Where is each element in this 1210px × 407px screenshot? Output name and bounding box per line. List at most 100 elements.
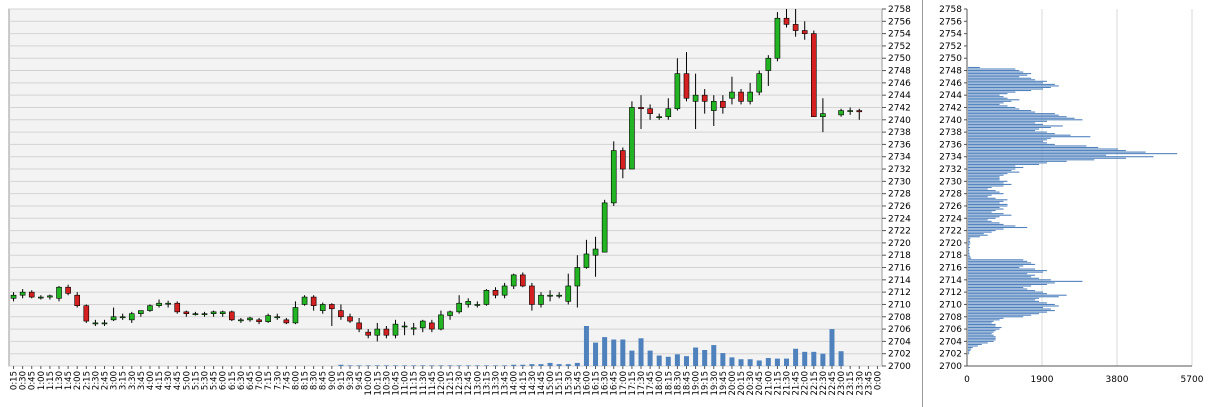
y-tick-label: 2728 — [888, 190, 911, 200]
candle-down — [638, 107, 644, 110]
volume-bar — [665, 356, 671, 366]
profile-bar — [968, 239, 970, 241]
candle-up — [374, 328, 381, 336]
y-tick-label: 2708 — [939, 313, 962, 323]
profile-bar — [968, 266, 1020, 269]
profile-bar — [968, 246, 970, 249]
y-tick-label: 2752 — [939, 42, 962, 52]
volume-bar — [774, 358, 780, 366]
x-tick-label: 19:30 — [710, 371, 720, 396]
profile-bar — [968, 199, 1008, 201]
profile-bar — [968, 194, 992, 196]
x-tick-label: 0:45 — [28, 371, 38, 390]
volume-bar — [593, 342, 599, 366]
x-tick-label: 3:45 — [137, 371, 147, 390]
x-tick-label: 9:45 — [355, 371, 365, 390]
volume-bar — [602, 337, 608, 366]
candle-up — [838, 110, 844, 116]
profile-bar — [968, 243, 970, 245]
candle-up — [219, 311, 226, 314]
profile-bar — [968, 314, 1032, 316]
candle-down — [792, 24, 799, 31]
candle-down — [28, 291, 35, 298]
x-tick-label: 5:00 — [182, 371, 192, 390]
x-tick-label: 17:45 — [646, 371, 656, 396]
candle-down — [256, 319, 262, 322]
candle-down — [529, 285, 535, 305]
profile-bar — [968, 286, 1024, 289]
candle-up — [319, 304, 326, 311]
profile-bar — [968, 334, 994, 336]
y-tick-label: 2756 — [888, 17, 911, 27]
profile-bar — [968, 339, 996, 341]
profile-bar — [968, 133, 1055, 135]
profile-bar — [968, 288, 1028, 290]
y-tick-label: 2758 — [939, 5, 962, 15]
x-tick-label: 17:30 — [637, 371, 647, 396]
profile-bar — [968, 297, 1040, 299]
profile-bar — [968, 268, 1036, 270]
profile-bar — [968, 100, 1012, 102]
profile-bar — [968, 208, 1004, 210]
x-tick-label: 9:15 — [337, 371, 347, 390]
profile-bar — [968, 346, 973, 349]
volume-bar — [447, 365, 453, 366]
profile-bar — [968, 177, 1000, 179]
volume-bar — [674, 354, 680, 366]
candle-up — [747, 91, 753, 102]
profile-bar — [968, 322, 992, 324]
profile-bar — [968, 151, 1146, 153]
profile-bar — [968, 285, 1032, 287]
volume-bar — [511, 364, 517, 366]
volume-bar — [402, 365, 408, 366]
x-tick-label: 8:45 — [319, 371, 329, 390]
profile-bar — [968, 188, 988, 190]
candle-down — [83, 305, 90, 322]
x-tick-label: 9:30 — [346, 371, 356, 390]
candle-up — [456, 302, 462, 313]
candle-up — [238, 319, 244, 322]
candle-down — [228, 311, 235, 321]
x-tick-label: 20:30 — [746, 371, 756, 396]
y-tick-label: 2730 — [888, 177, 911, 187]
profile-bar — [968, 86, 1051, 89]
candle-down — [310, 296, 317, 306]
panel-divider — [922, 0, 923, 407]
profile-bar — [968, 174, 1004, 176]
volume-bar — [656, 355, 662, 366]
profile-bar — [968, 103, 1000, 105]
candle-down — [856, 110, 863, 113]
candle-down — [683, 73, 690, 99]
profile-bar — [968, 310, 1055, 312]
profile-bar — [968, 294, 1067, 296]
y-tick-label: 2742 — [939, 103, 962, 113]
candle-up — [156, 302, 162, 306]
y-tick-label: 2720 — [888, 239, 911, 249]
profile-bar — [968, 156, 1154, 158]
x-tick-label: 20:45 — [755, 371, 765, 396]
y-tick-label: 2718 — [939, 251, 962, 261]
y-tick-label: 2704 — [939, 337, 962, 347]
y-tick-label: 2734 — [888, 153, 911, 163]
profile-bar — [968, 305, 1059, 307]
profile-bar — [968, 163, 1040, 165]
profile-bar — [968, 233, 984, 235]
y-tick-label: 2714 — [939, 276, 962, 286]
candle-down — [492, 289, 499, 296]
profile-bar — [968, 83, 1055, 85]
candle-down — [738, 91, 744, 102]
x-tick-label: 19:45 — [719, 371, 729, 396]
profile-bar — [968, 316, 1024, 318]
profile-bar — [968, 85, 1059, 87]
candle-down — [74, 294, 81, 306]
candle-down — [801, 30, 808, 34]
profile-bar — [968, 94, 1000, 96]
profile-bar — [968, 210, 996, 212]
y-tick-label: 2722 — [939, 227, 962, 237]
volume-bar — [483, 365, 489, 366]
x-tick-label: 1:00 — [37, 371, 47, 390]
candle-up — [583, 253, 590, 268]
profile-bar — [968, 148, 1118, 150]
profile-bar — [968, 196, 988, 198]
x-tick-label: 12:00 — [437, 371, 447, 396]
